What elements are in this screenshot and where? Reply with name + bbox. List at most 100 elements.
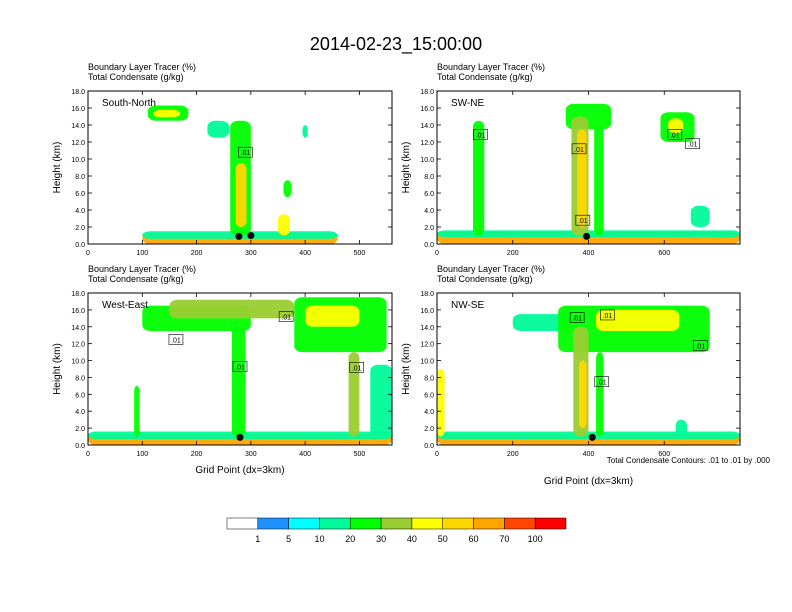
location-marker — [588, 433, 596, 441]
contour-label-box — [692, 340, 708, 351]
contour-label: .01 — [241, 150, 251, 157]
contour-label-box — [473, 129, 488, 140]
colorbar-label: 60 — [469, 534, 479, 544]
contour-note: Total Condensate Contours: .01 to .01 by… — [607, 456, 771, 465]
tracer-region — [675, 419, 687, 437]
contour-label-box — [238, 146, 253, 158]
tracer-region — [596, 352, 604, 437]
contour-label: .01 — [352, 365, 362, 372]
y-tick-label: 8.0 — [75, 375, 85, 382]
colorbar-swatch — [380, 517, 413, 530]
y-tick-label: 6.0 — [75, 191, 85, 198]
y-tick-label: 4.0 — [75, 409, 85, 416]
colorbar-swatch — [288, 517, 320, 530]
y-axis-label: Height (km) — [52, 142, 63, 194]
x-axis-label: Grid Point (dx=3km) — [544, 476, 633, 487]
panel-1: .01 0.0 2.0 4.0 6.0 8.0 10.0 12.0 14.0 16.0 18.0 0 1… — [52, 62, 393, 257]
contour-label: .01 — [670, 132, 680, 139]
figure-title: 2014-02-23_15:00:00 — [310, 34, 482, 55]
tracer-region — [472, 120, 485, 236]
y-tick-label: 12.0 — [420, 342, 434, 349]
contour-label: .01 — [597, 380, 607, 387]
panel-3: .01 .01 .01 .01 0.0 2.0 4.0 6.0 8.0 10.0 12.0 14.0 1… — [52, 264, 393, 476]
location-marker — [247, 232, 255, 239]
contour-label-box — [667, 129, 683, 140]
y-tick-label: 4.0 — [424, 409, 434, 416]
y-tick-label: 10.0 — [71, 359, 85, 366]
y-tick-label: 16.0 — [420, 308, 434, 315]
tracer-region — [302, 125, 308, 138]
y-axis-label: Height (km) — [52, 343, 63, 395]
panels: .01 0.0 2.0 4.0 6.0 8.0 10.0 12.0 14.0 16.0 18.0 0 1… — [52, 62, 741, 487]
colorbar-label: 40 — [407, 534, 417, 544]
tracer-region — [283, 180, 292, 198]
x-tick-label: 200 — [507, 451, 519, 458]
location-marker — [236, 433, 244, 441]
y-tick-label: 14.0 — [420, 123, 434, 130]
tracer-region — [579, 360, 587, 429]
variable-line-tracer: Boundary Layer Tracer (%) — [88, 62, 196, 72]
contour-label: .01 — [171, 337, 181, 344]
y-tick-label: 18.0 — [71, 291, 85, 298]
y-tick-label: 12.0 — [71, 342, 85, 349]
y-tick-label: 0.0 — [75, 443, 85, 450]
tracer-region — [512, 314, 570, 331]
y-tick-label: 16.0 — [71, 106, 85, 113]
x-tick-label: 500 — [354, 451, 366, 458]
contour-label: .01 — [695, 343, 705, 350]
y-tick-label: 14.0 — [71, 325, 85, 332]
x-tick-label: 600 — [658, 451, 670, 458]
variable-line-condensate: Total Condensate (g/kg) — [437, 274, 533, 284]
panel-4: .01 .01 .01 .01 0.0 2.0 4.0 6.0 8.0 10.0 12.0 14.0 1… — [401, 264, 741, 487]
tracer-region — [668, 118, 684, 134]
contour-label-box — [594, 376, 610, 387]
x-tick-label: 400 — [583, 250, 595, 257]
colorbar-label: 30 — [376, 534, 386, 544]
y-tick-label: 8.0 — [424, 375, 434, 382]
contour-label-box — [685, 138, 700, 149]
variable-line-tracer: Boundary Layer Tracer (%) — [88, 264, 196, 274]
y-tick-label: 10.0 — [71, 157, 85, 164]
y-tick-label: 18.0 — [420, 291, 434, 298]
y-tick-label: 4.0 — [424, 208, 434, 215]
colorbar-label: 5 — [286, 534, 291, 544]
tracer-region — [134, 385, 140, 437]
y-tick-label: 2.0 — [424, 225, 434, 232]
plot-frame — [87, 90, 393, 245]
x-tick-label: 200 — [191, 451, 203, 458]
y-tick-label: 16.0 — [71, 308, 85, 315]
colorbar-label: 50 — [438, 534, 448, 544]
y-tick-label: 16.0 — [420, 106, 434, 113]
y-tick-label: 2.0 — [75, 225, 85, 232]
colorbar-swatch — [257, 517, 289, 530]
x-tick-label: 0 — [435, 451, 439, 458]
variable-line-tracer: Boundary Layer Tracer (%) — [437, 62, 545, 72]
colorbar-label: 10 — [314, 534, 324, 544]
tracer-region — [348, 352, 360, 437]
tracer-field — [142, 105, 338, 244]
x-tick-label: 600 — [658, 250, 670, 257]
y-tick-label: 0.0 — [424, 443, 434, 450]
panel-label: South-North — [102, 98, 156, 109]
variable-line-condensate: Total Condensate (g/kg) — [88, 274, 184, 284]
colorbar: 1 5 10 20 30 40 50 60 70 100 — [226, 517, 567, 544]
tracer-region — [437, 431, 740, 440]
contour-label: .01 — [688, 142, 698, 149]
y-tick-label: 2.0 — [75, 426, 85, 433]
y-tick-label: 10.0 — [420, 359, 434, 366]
tracer-region — [153, 109, 181, 118]
x-tick-label: 400 — [299, 250, 311, 257]
panel-2: .01 .01 .01 .01 .01 0.0 2.0 4.0 6.0 8.0 10.0 12.0 14… — [401, 62, 741, 257]
contour-label: .01 — [476, 132, 486, 139]
y-axis-label: Height (km) — [401, 142, 412, 194]
panel-label: SW-NE — [451, 98, 484, 109]
colorbar-label: 20 — [345, 534, 355, 544]
contour-label: .01 — [281, 315, 291, 322]
y-tick-label: 8.0 — [75, 174, 85, 181]
tracer-region — [278, 214, 290, 236]
y-tick-label: 6.0 — [424, 392, 434, 399]
x-tick-label: 200 — [507, 250, 519, 257]
tracer-region — [305, 305, 360, 327]
y-tick-label: 0.0 — [424, 242, 434, 249]
